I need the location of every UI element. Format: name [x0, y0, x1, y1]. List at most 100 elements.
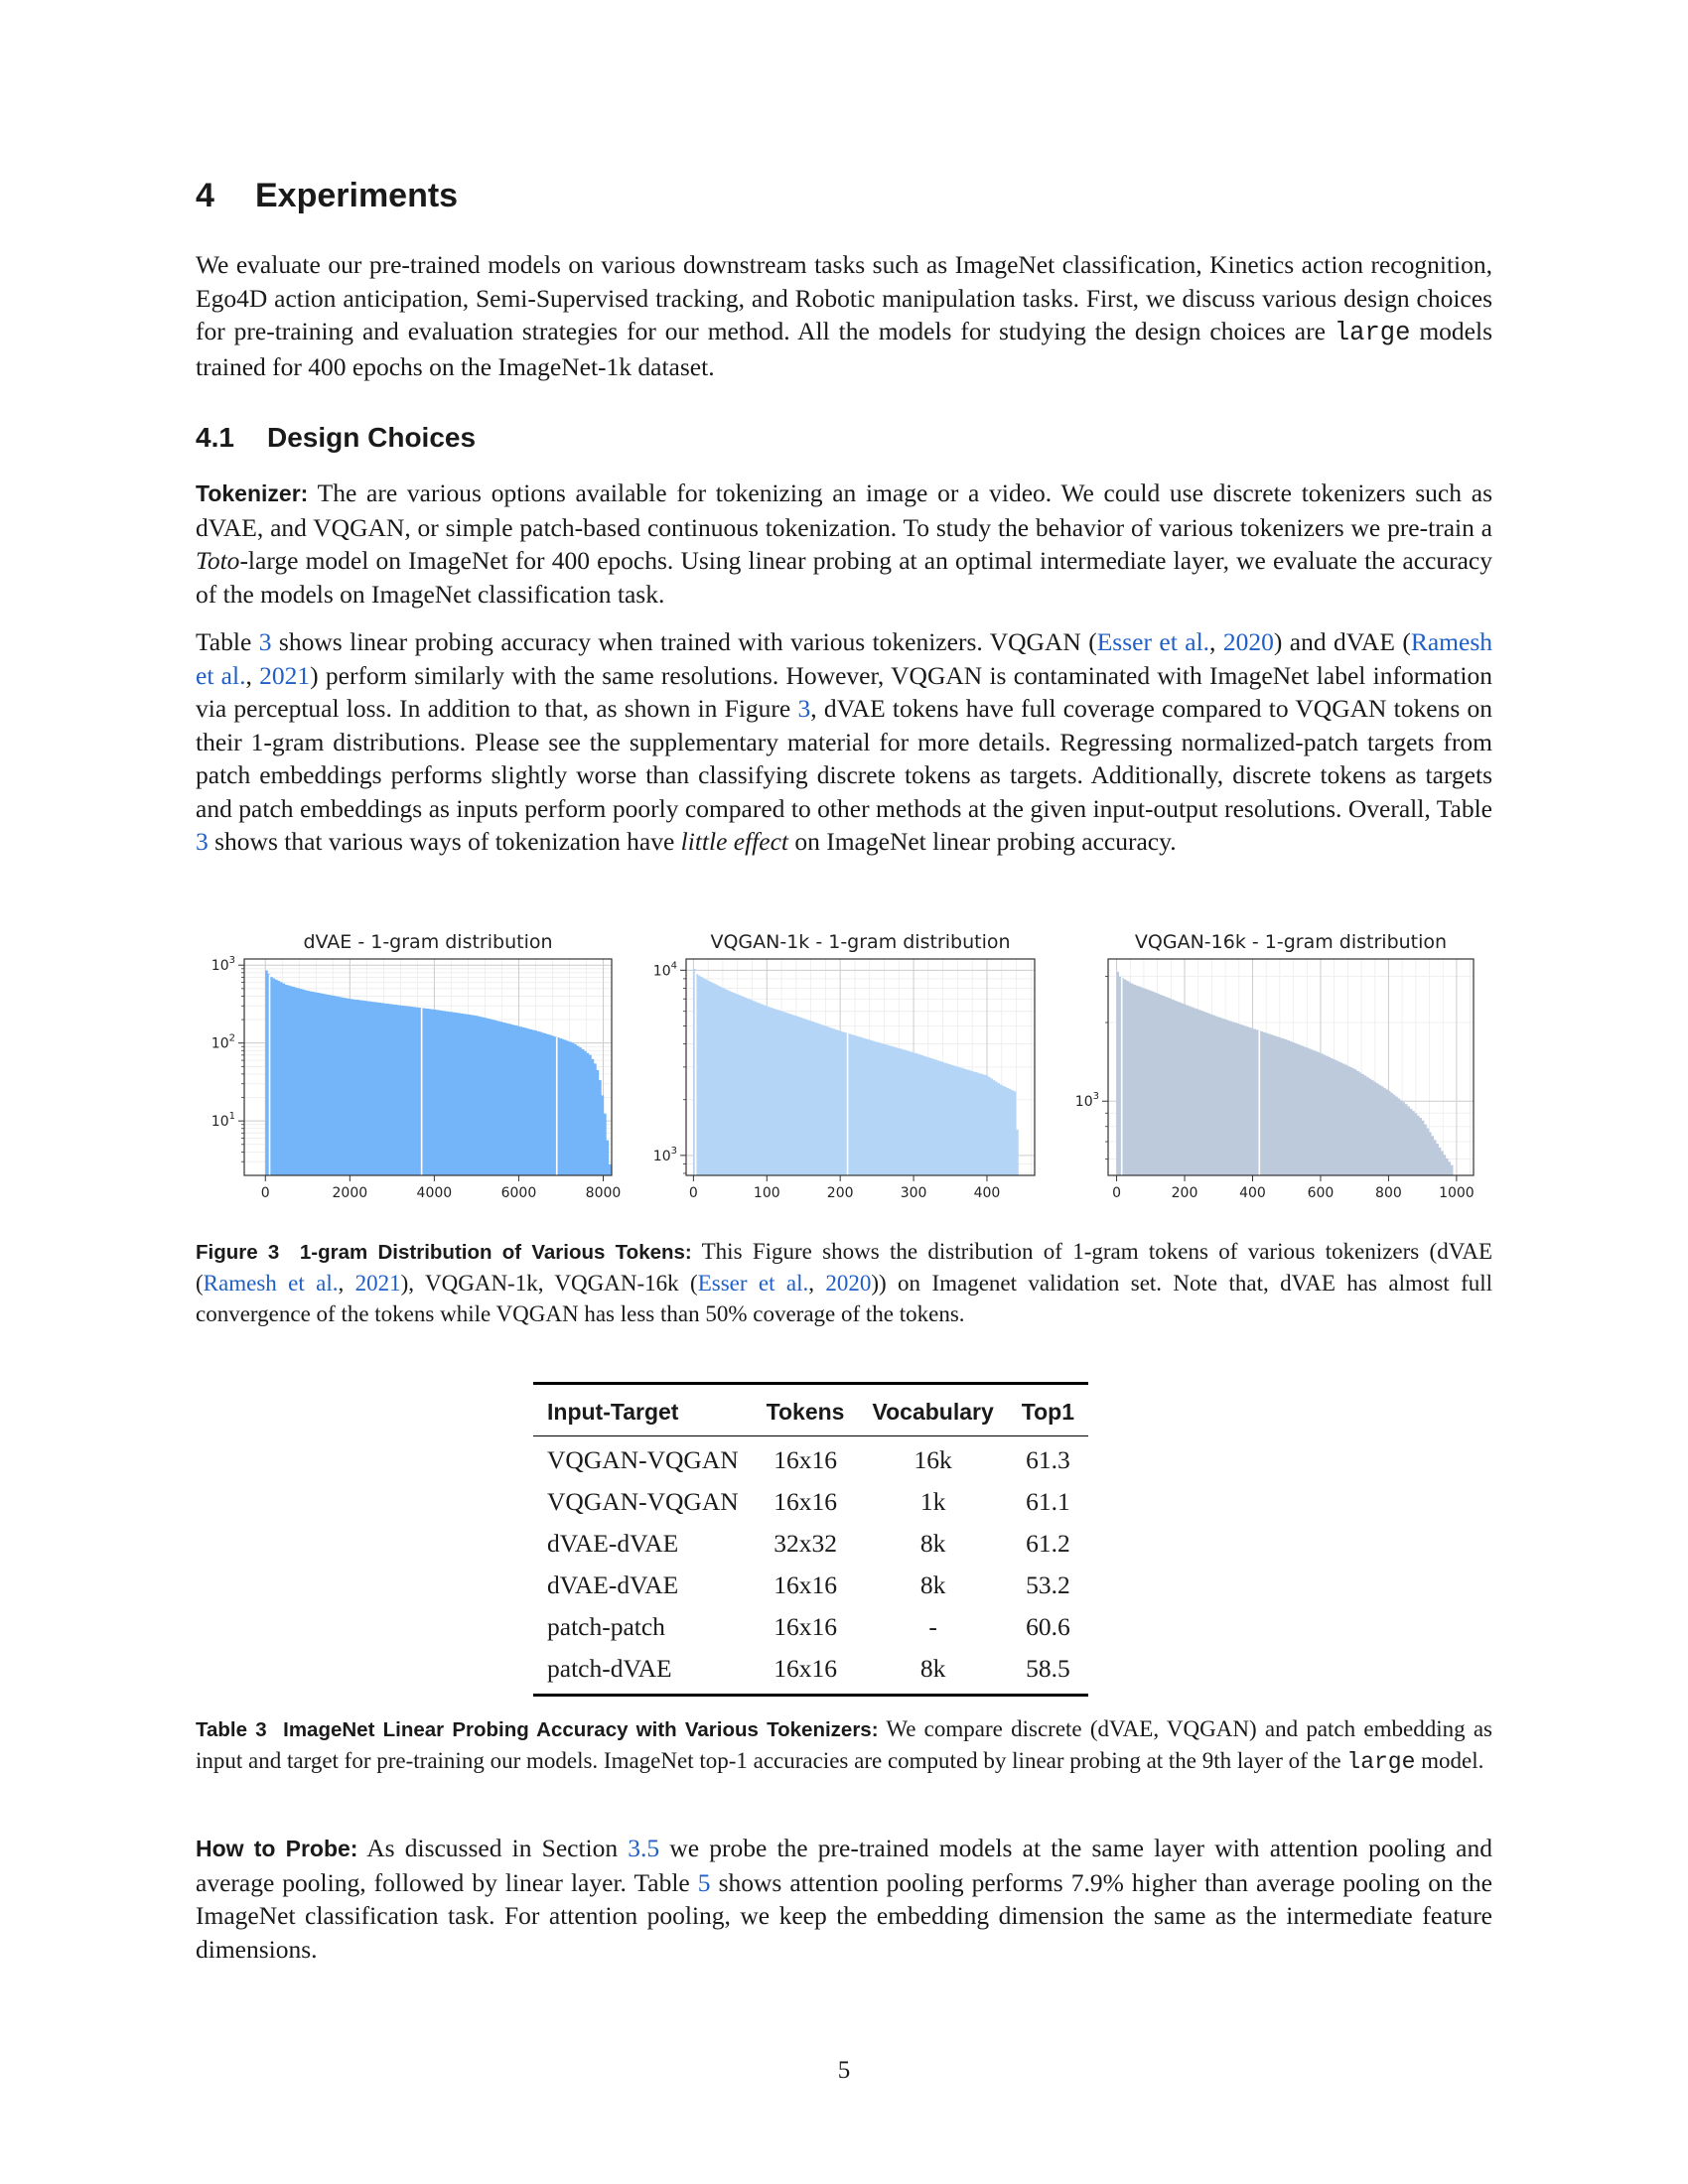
chart-frame [243, 958, 613, 1176]
x-tick-label: 200 [1172, 1185, 1198, 1201]
paragraph-text: on ImageNet linear probing accuracy. [787, 827, 1177, 856]
chart-panel-1: dVAE - 1-gram distribution 101 102 103 0 2000… [211, 931, 622, 1201]
table-row: patch-patch 16x16 - 60.6 [533, 1606, 1088, 1648]
table-cell: 16x16 [774, 1445, 837, 1474]
y-tick-label: 103 [211, 955, 235, 974]
x-tick-label: 0 [689, 1185, 698, 1201]
table-cell: 16x16 [774, 1487, 837, 1516]
x-tick-label: 400 [1239, 1185, 1266, 1201]
x-tick-label: 300 [901, 1185, 927, 1201]
citation-year-link[interactable]: 2020 [825, 1271, 872, 1296]
table-cell: dVAE-dVAE [547, 1529, 679, 1558]
caption-text: We compare discrete (dVAE, VQGAN) and pa… [196, 1716, 1492, 1773]
column-header: Input-Target [533, 1383, 753, 1436]
table-cell: 58.5 [1026, 1654, 1070, 1683]
y-tick-label: 101 [211, 1111, 235, 1130]
paragraph-text: shows attention pooling performs 7.9% hi… [196, 1867, 1492, 1964]
table-cell: patch-patch [547, 1612, 665, 1641]
table-ref-link[interactable]: 3 [258, 627, 272, 656]
x-tick-label: 800 [1375, 1185, 1402, 1201]
x-tick-label: 0 [1112, 1185, 1121, 1201]
x-tick-label: 0 [261, 1185, 270, 1201]
y-tick-label: 102 [211, 1033, 235, 1052]
table-row: VQGAN-VQGAN 16x16 16k 61.3 [533, 1436, 1088, 1482]
paragraph-text: shows linear probing accuracy when train… [271, 627, 1097, 656]
table-row: patch-dVAE 16x16 8k 58.5 [533, 1648, 1088, 1696]
table-cell: VQGAN-VQGAN [547, 1487, 739, 1516]
column-header: Tokens [752, 1383, 859, 1436]
paragraph-lead: Tokenizer: [196, 480, 309, 506]
paragraph-text: shows that various ways of tokenization … [208, 827, 681, 856]
table-cell: 16x16 [774, 1570, 837, 1599]
citation-year-link[interactable]: 2020 [1222, 627, 1274, 656]
y-tick-label: 103 [1075, 1091, 1099, 1110]
table-cell: 16x16 [774, 1654, 837, 1683]
figure-3: dVAE - 1-gram distribution 101 102 103 0 2000… [189, 923, 1499, 1221]
citation-link-ramesh[interactable]: Ramesh et al. [203, 1271, 339, 1296]
histogram-bars [1116, 971, 1454, 1175]
section-ref-link[interactable]: 3.5 [628, 1834, 660, 1862]
table-cell: 60.6 [1026, 1612, 1070, 1641]
chart-title: dVAE - 1-gram distribution [303, 931, 552, 953]
x-tick-label: 600 [1308, 1185, 1335, 1201]
page-number: 5 [837, 2057, 851, 2084]
histogram-bars [265, 970, 612, 1175]
intro-text: models trained for 400 epochs on the Ima… [196, 317, 1492, 381]
table-row: dVAE-dVAE 32x32 8k 61.2 [533, 1523, 1088, 1565]
y-tick-label: 103 [653, 1146, 677, 1164]
citation-year-link[interactable]: 2021 [354, 1271, 401, 1296]
caption-text: model. [1415, 1748, 1484, 1773]
paragraph-text: As discussed in Section [357, 1834, 629, 1862]
citation-link-esser[interactable]: Esser et al. [697, 1271, 809, 1296]
citation-year-link[interactable]: 2021 [259, 660, 311, 690]
figure-3-caption: Figure 3 1-gram Distribution of Various … [196, 1236, 1492, 1329]
table-cell: 53.2 [1026, 1570, 1070, 1599]
chart-title: VQGAN-1k - 1-gram distribution [710, 931, 1010, 953]
chart-frame [685, 958, 1036, 1176]
table-cell: 16k [914, 1445, 952, 1474]
paragraph-text: -large model on ImageNet for 400 epochs.… [196, 546, 1492, 609]
paragraph-lead: How to Probe: [196, 1836, 358, 1861]
x-tick-label: 4000 [417, 1185, 453, 1201]
caption-text: This Figure shows the distribution of 1-… [196, 1239, 1493, 1296]
x-tick-label: 8000 [586, 1185, 622, 1201]
table-cell: 61.1 [1026, 1487, 1070, 1516]
figure-ref-link[interactable]: 3 [797, 694, 811, 723]
histogram-bars [693, 968, 1019, 1175]
x-tick-label: 6000 [501, 1185, 537, 1201]
caption-text: ), VQGAN-1k, VQGAN-16k ( [400, 1271, 698, 1296]
table-3: Input-Target Tokens Vocabulary Top1 VQGA… [533, 1382, 1089, 1697]
table-cell: patch-dVAE [547, 1654, 672, 1683]
paragraph-text: ) and dVAE ( [1273, 627, 1411, 656]
table-row: VQGAN-VQGAN 16x16 1k 61.1 [533, 1481, 1088, 1523]
paragraph-text: we probe the pre-trained models at the s… [196, 1834, 1492, 1897]
table-ref-link[interactable]: 3 [196, 827, 209, 856]
column-header: Top1 [1007, 1383, 1089, 1436]
section-title-text: Experiments [255, 177, 459, 214]
emphasis-text: little effect [680, 827, 788, 856]
subsection-number: 4.1 [196, 422, 234, 453]
inline-code: large [1334, 319, 1411, 347]
x-tick-label: 1000 [1439, 1185, 1475, 1201]
citation-link-ramesh[interactable]: Ramesh et al. [196, 627, 1493, 690]
paragraph-text: , dVAE tokens have full coverage compare… [196, 694, 1492, 823]
column-header: Vocabulary [858, 1383, 1008, 1436]
x-tick-label: 2000 [333, 1185, 368, 1201]
table-cell: 32x32 [774, 1529, 837, 1558]
paragraph-text: , [1209, 627, 1223, 656]
intro-paragraph: We evaluate our pre-trained models on va… [196, 248, 1492, 383]
section-title: 4 Experiments [196, 177, 458, 215]
table3-discussion-paragraph: Table 3 shows linear probing accuracy wh… [196, 625, 1492, 859]
chart-frame [1107, 958, 1475, 1176]
table-ref-link[interactable]: 5 [697, 1867, 711, 1897]
caption-title: ImageNet Linear Probing Accuracy with Va… [283, 1718, 879, 1741]
table-header-row: Input-Target Tokens Vocabulary Top1 [533, 1383, 1089, 1436]
table-cell: VQGAN-VQGAN [547, 1445, 739, 1474]
emphasis-text: Toto [196, 546, 240, 575]
citation-link-esser[interactable]: Esser et al. [1096, 627, 1210, 656]
chart-panel-2: VQGAN-1k - 1-gram distribution 103 104 0 100… [653, 931, 1036, 1201]
paragraph-text: The are various options available for to… [196, 478, 1492, 542]
chart-title: VQGAN-16k - 1-gram distribution [1135, 931, 1447, 953]
x-tick-label: 400 [974, 1185, 1001, 1201]
